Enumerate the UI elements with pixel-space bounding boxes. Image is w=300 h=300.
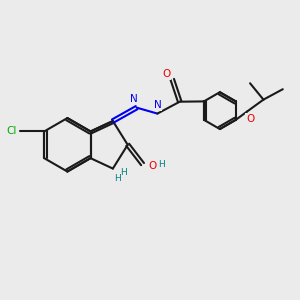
- Text: H: H: [158, 160, 165, 169]
- Text: H: H: [114, 174, 121, 183]
- Text: O: O: [162, 69, 170, 79]
- Text: H: H: [120, 168, 127, 177]
- Text: N: N: [154, 100, 162, 110]
- Text: Cl: Cl: [6, 126, 17, 136]
- Text: N: N: [130, 94, 137, 104]
- Text: O: O: [149, 160, 157, 171]
- Text: O: O: [246, 114, 254, 124]
